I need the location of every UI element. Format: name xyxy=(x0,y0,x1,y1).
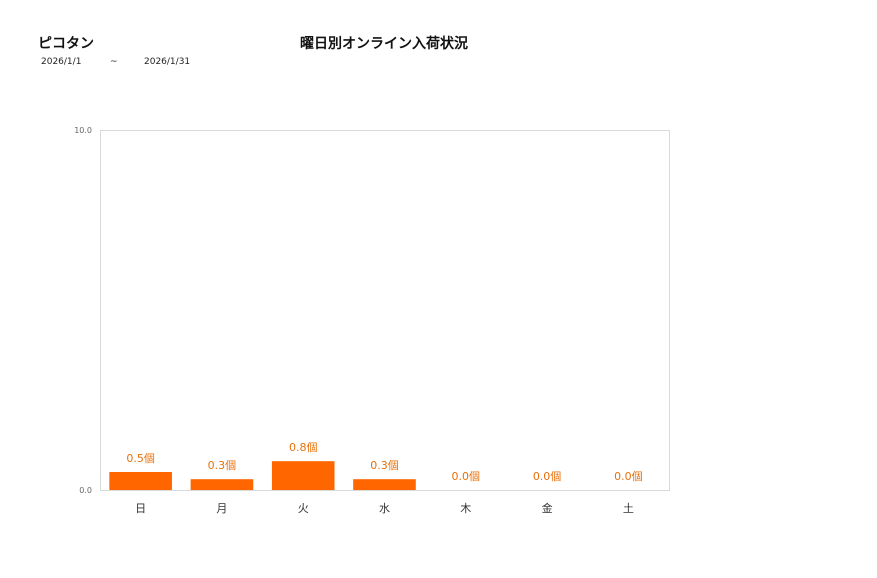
date-from: 2026/1/1 xyxy=(41,57,82,67)
plot-area xyxy=(100,130,670,491)
date-to: 2026/1/31 xyxy=(144,57,191,67)
data-label: 0.0個 xyxy=(533,470,562,483)
data-label: 0.0個 xyxy=(614,470,643,483)
data-label: 0.3個 xyxy=(208,459,237,472)
bar-2 xyxy=(271,461,335,490)
date-separator: ~ xyxy=(110,57,118,67)
x-tick-label: 月 xyxy=(216,502,227,515)
x-tick-label: 金 xyxy=(542,501,553,515)
data-label: 0.8個 xyxy=(289,441,318,454)
x-tick-label: 水 xyxy=(379,502,390,515)
data-label: 0.3個 xyxy=(370,459,399,472)
bar-0 xyxy=(109,472,172,490)
bar-1 xyxy=(190,479,254,490)
x-tick-label: 日 xyxy=(135,502,146,515)
data-label: 0.5個 xyxy=(126,452,155,465)
chart-title: 曜日別オンライン入荷状況 xyxy=(300,36,468,52)
y-tick-label: 0.0 xyxy=(79,486,92,495)
x-tick-label: 土 xyxy=(623,502,634,515)
shop-name: ピコタン xyxy=(38,36,94,52)
data-label: 0.0個 xyxy=(452,470,481,483)
bar-3 xyxy=(353,479,416,490)
y-tick-label: 10.0 xyxy=(74,126,92,135)
x-tick-label: 木 xyxy=(460,502,471,515)
x-tick-label: 火 xyxy=(298,502,309,515)
